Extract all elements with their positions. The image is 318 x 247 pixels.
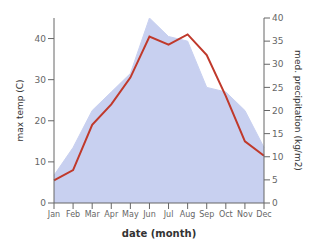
svg-text:date (month): date (month) (122, 228, 196, 239)
svg-text:max temp (C): max temp (C) (15, 79, 25, 141)
svg-text:Dec: Dec (256, 210, 271, 219)
svg-text:0: 0 (272, 198, 278, 208)
svg-text:Nov: Nov (237, 210, 253, 219)
svg-text:20: 20 (272, 106, 284, 116)
svg-text:25: 25 (272, 83, 283, 93)
svg-text:40: 40 (272, 13, 284, 23)
svg-text:5: 5 (272, 175, 278, 185)
svg-text:10: 10 (35, 157, 47, 167)
svg-text:Jan: Jan (47, 210, 60, 219)
svg-text:Apr: Apr (104, 210, 119, 219)
svg-text:Sep: Sep (199, 210, 214, 219)
svg-text:Feb: Feb (66, 210, 80, 219)
svg-text:med. precipitation (kg/m2): med. precipitation (kg/m2) (293, 50, 303, 171)
svg-text:35: 35 (272, 36, 283, 46)
svg-text:May: May (122, 210, 139, 219)
svg-text:Jul: Jul (163, 210, 174, 219)
svg-text:Oct: Oct (219, 210, 233, 219)
svg-text:30: 30 (35, 75, 47, 85)
svg-text:0: 0 (40, 198, 46, 208)
svg-text:Jun: Jun (142, 210, 156, 219)
svg-text:15: 15 (272, 129, 283, 139)
svg-text:40: 40 (35, 34, 47, 44)
svg-text:20: 20 (35, 116, 47, 126)
svg-text:30: 30 (272, 59, 284, 69)
svg-text:10: 10 (272, 152, 284, 162)
svg-text:Aug: Aug (180, 210, 196, 219)
svg-text:Mar: Mar (85, 210, 101, 219)
